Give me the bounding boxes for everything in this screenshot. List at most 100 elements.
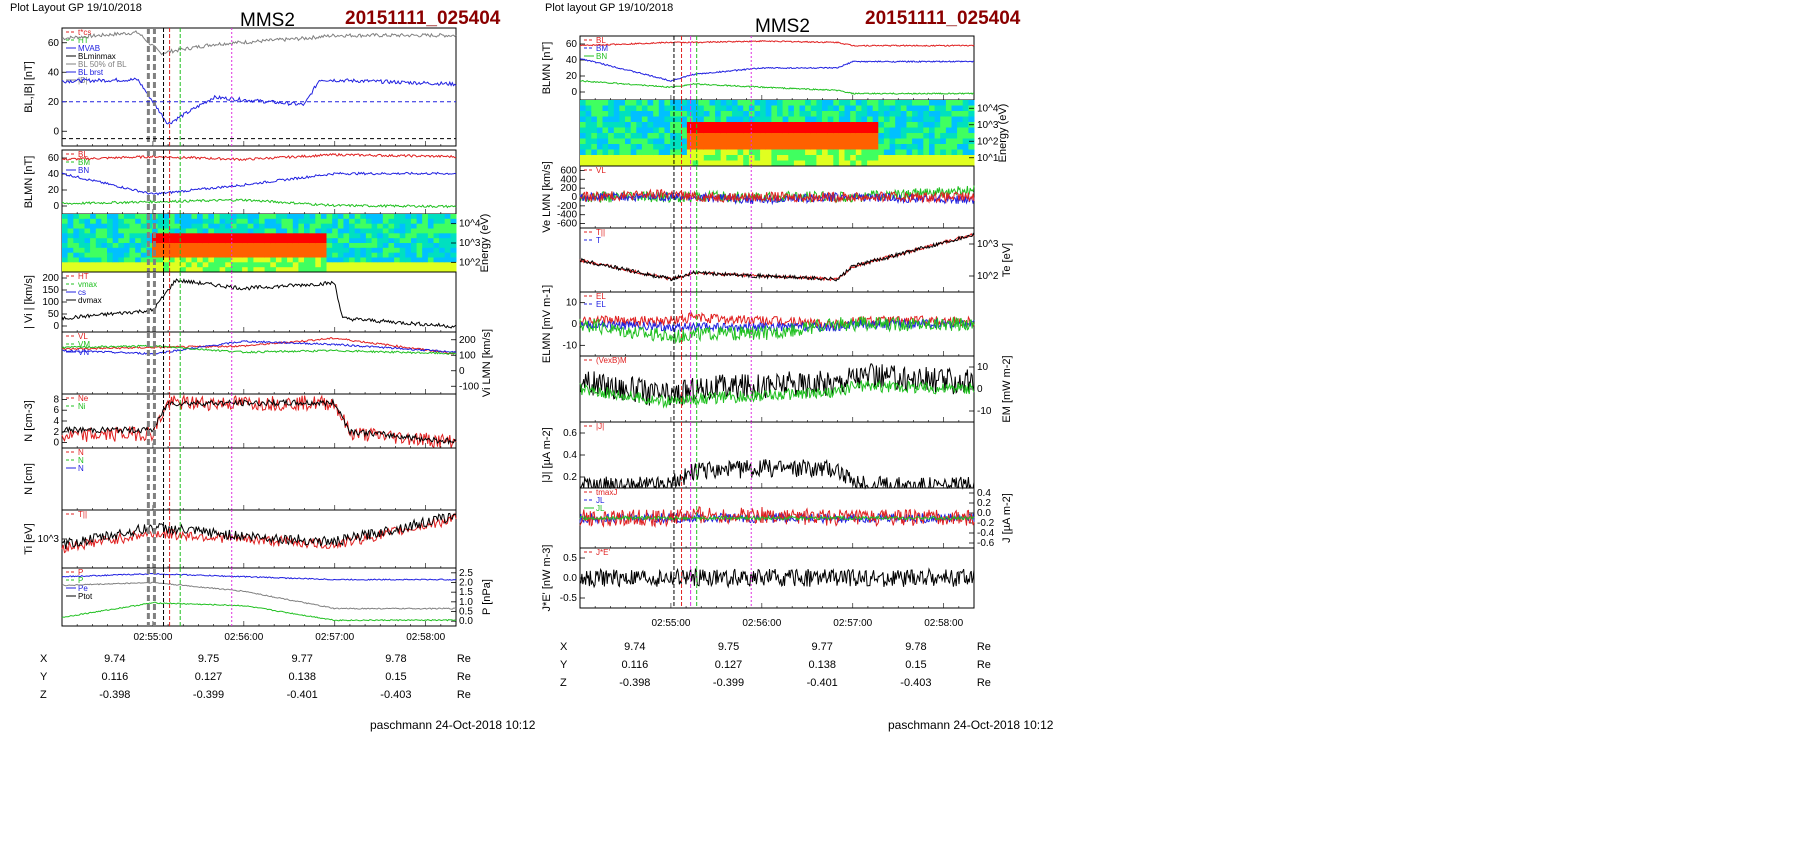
spectrogram-cell bbox=[377, 238, 384, 244]
spectrogram-cell bbox=[940, 116, 947, 123]
spectrogram-cell bbox=[619, 160, 626, 167]
spectrogram-cell bbox=[838, 160, 845, 167]
spectrogram-cell bbox=[675, 155, 682, 161]
spectrogram-cell bbox=[439, 218, 446, 225]
spectrogram-cell bbox=[732, 122, 739, 128]
left-series-line bbox=[61, 77, 457, 125]
spectrogram-cell bbox=[180, 214, 187, 220]
spectrogram-cell bbox=[343, 223, 350, 229]
position-row: Y 0.116 0.127 0.138 0.15 Re bbox=[560, 656, 1005, 674]
spectrogram-cell bbox=[135, 214, 142, 220]
spectrogram-cell bbox=[720, 116, 727, 123]
right-panel-ylabel: |J| [µA m-2] bbox=[541, 427, 553, 482]
spectrogram-cell bbox=[822, 105, 829, 112]
spectrogram-cell bbox=[709, 160, 716, 167]
spectrogram-cell bbox=[433, 228, 440, 234]
spectrogram-cell bbox=[827, 111, 834, 117]
spectrogram-cell bbox=[703, 133, 710, 139]
spectrogram-cell bbox=[929, 133, 936, 139]
spectrogram-cell bbox=[152, 228, 159, 234]
spectrogram-cell bbox=[703, 144, 710, 150]
spectrogram-cell bbox=[214, 233, 221, 239]
spectrogram-cell bbox=[929, 160, 936, 167]
spectrogram-cell bbox=[399, 238, 406, 244]
spectrogram-cell bbox=[382, 247, 389, 254]
spectrogram-cell bbox=[214, 228, 221, 234]
left-panel-ylabel: Vi LMN [km/s] bbox=[481, 329, 493, 397]
spectrogram-cell bbox=[748, 105, 755, 112]
spectrogram-cell bbox=[411, 228, 418, 234]
spectrogram-cell bbox=[760, 100, 767, 106]
spectrogram-cell bbox=[90, 214, 97, 220]
spectrogram-cell bbox=[292, 252, 299, 258]
spectrogram-cell bbox=[118, 247, 125, 254]
spectrogram-cell bbox=[388, 218, 395, 225]
spectrogram-cell bbox=[754, 155, 761, 161]
spectrogram-cell bbox=[230, 243, 237, 249]
spectrogram-cell bbox=[360, 262, 367, 268]
spectrogram-cell bbox=[365, 223, 372, 229]
spectrogram-cell bbox=[900, 116, 907, 123]
spectrogram-cell bbox=[636, 138, 643, 145]
spectrogram-cell bbox=[777, 116, 784, 123]
spectrogram-cell bbox=[591, 144, 598, 150]
spectrogram-cell bbox=[140, 233, 147, 239]
spectrogram-cell bbox=[596, 144, 603, 150]
legend-label: T bbox=[596, 236, 601, 245]
spectrogram-cell bbox=[62, 223, 69, 229]
spectrogram-cell bbox=[422, 238, 429, 244]
spectrogram-cell bbox=[275, 218, 282, 225]
spectrogram-cell bbox=[180, 262, 187, 268]
spectrogram-cell bbox=[247, 243, 254, 249]
spectrogram-cell bbox=[872, 122, 879, 128]
spectrogram-cell bbox=[320, 238, 327, 244]
spectrogram-cell bbox=[95, 252, 102, 258]
spectrogram-cell bbox=[84, 228, 91, 234]
legend-label: HT bbox=[78, 272, 89, 281]
spectrogram-cell bbox=[692, 111, 699, 117]
spectrogram-cell bbox=[686, 144, 693, 150]
spectrogram-cell bbox=[777, 133, 784, 139]
spectrogram-cell bbox=[152, 218, 159, 225]
spectrogram-cell bbox=[270, 247, 277, 254]
y-tick-label: 10^2 bbox=[977, 271, 999, 282]
spectrogram-cell bbox=[444, 223, 451, 229]
left-series-line bbox=[61, 198, 457, 209]
spectrogram-cell bbox=[123, 233, 130, 239]
spectrogram-cell bbox=[855, 127, 862, 134]
position-value: 9.75 bbox=[717, 641, 740, 653]
spectrogram-cell bbox=[281, 262, 288, 268]
spectrogram-cell bbox=[444, 247, 451, 254]
spectrogram-cell bbox=[945, 127, 952, 134]
spectrogram-cell bbox=[838, 138, 845, 145]
spectrogram-cell bbox=[388, 257, 395, 263]
spectrogram-cell bbox=[957, 105, 964, 112]
spectrogram-cell bbox=[889, 122, 896, 128]
right-position-table: X 9.74 9.75 9.77 9.78 Re Y 0.116 0.127 0.138 0.15 R… bbox=[560, 638, 1005, 692]
position-row: X 9.74 9.75 9.77 9.78 Re bbox=[40, 650, 485, 668]
spectrogram-cell bbox=[444, 233, 451, 239]
spectrogram-cell bbox=[771, 160, 778, 167]
position-row: Z -0.398 -0.399 -0.401 -0.403 Re bbox=[40, 686, 485, 704]
spectrogram-cell bbox=[596, 149, 603, 156]
spectrogram-cell bbox=[793, 155, 800, 161]
spectrogram-cell bbox=[675, 122, 682, 128]
spectrogram-cell bbox=[118, 223, 125, 229]
spectrogram-cell bbox=[208, 238, 215, 244]
spectrogram-cell bbox=[208, 257, 215, 263]
spectrogram-cell bbox=[580, 116, 587, 123]
spectrogram-cell bbox=[78, 218, 85, 225]
spectrogram-cell bbox=[382, 262, 389, 268]
spectrogram-cell bbox=[692, 100, 699, 106]
spectrogram-cell bbox=[174, 218, 181, 225]
spectrogram-cell bbox=[73, 267, 80, 273]
spectrogram-cell bbox=[625, 116, 632, 123]
spectrogram-cell bbox=[168, 223, 175, 229]
spectrogram-cell bbox=[84, 214, 91, 220]
spectrogram-cell bbox=[78, 257, 85, 263]
spectrogram-cell bbox=[748, 149, 755, 156]
left-series-line bbox=[61, 30, 457, 56]
spectrogram-cell bbox=[732, 111, 739, 117]
spectrogram-cell bbox=[242, 238, 249, 244]
spectrogram-cell bbox=[636, 155, 643, 161]
